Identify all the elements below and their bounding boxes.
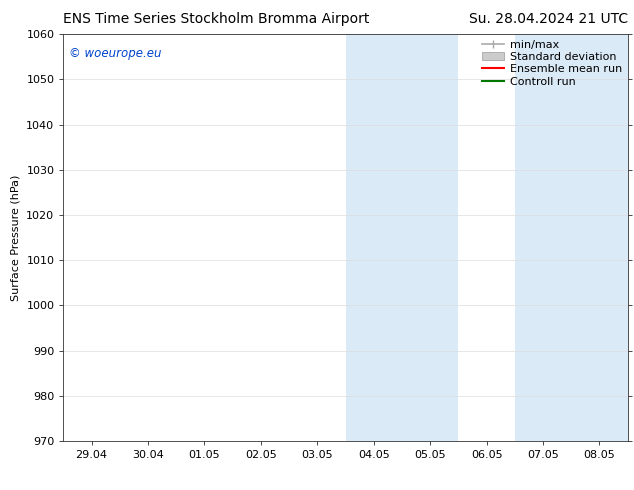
Y-axis label: Surface Pressure (hPa): Surface Pressure (hPa)	[11, 174, 21, 301]
Bar	[346, 34, 458, 441]
Text: © woeurope.eu: © woeurope.eu	[69, 47, 162, 59]
Text: Su. 28.04.2024 21 UTC: Su. 28.04.2024 21 UTC	[469, 12, 628, 26]
Bar	[515, 34, 628, 441]
Legend: min/max, Standard deviation, Ensemble mean run, Controll run: min/max, Standard deviation, Ensemble me…	[482, 40, 622, 87]
Text: ENS Time Series Stockholm Bromma Airport: ENS Time Series Stockholm Bromma Airport	[63, 12, 370, 26]
